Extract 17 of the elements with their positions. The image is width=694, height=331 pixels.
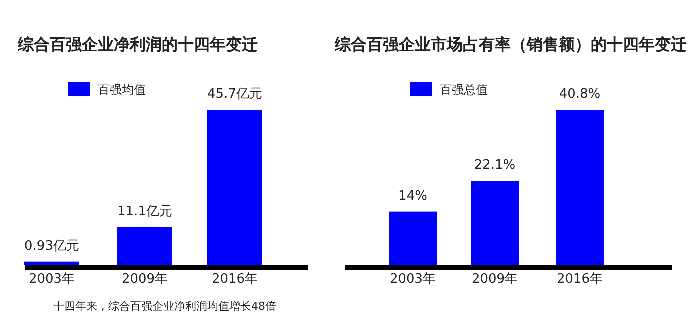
x-tick-label: 2009年 [122, 272, 168, 287]
x-tick-label: 2009年 [472, 272, 518, 287]
x-tick-label: 2016年 [556, 272, 604, 287]
data-label: 40.8% [559, 87, 601, 102]
legend-label: 百强均值 [98, 83, 146, 97]
data-label: 11.1亿元 [118, 204, 172, 220]
x-tick-label: 2003年 [28, 272, 76, 287]
text: 十四年来，综合百强企业净利润均值增长48倍 [54, 300, 276, 313]
data-label: 0.93亿元 [24, 238, 80, 254]
x-tick-label: 2003年 [390, 272, 436, 287]
chart-title: 综合百强企业净利润的十四年变迁 [17, 35, 258, 54]
data-label: 14% [398, 188, 428, 204]
x-tick-label: 2016年 [212, 272, 258, 287]
legend-label: 百强总值 [440, 83, 488, 97]
data-label: 45.7亿元 [208, 87, 262, 102]
data-label: 22.1% [474, 158, 516, 174]
chart-title: 综合百强企业市场占有率（销售额）的十四年变迁 [334, 35, 687, 54]
